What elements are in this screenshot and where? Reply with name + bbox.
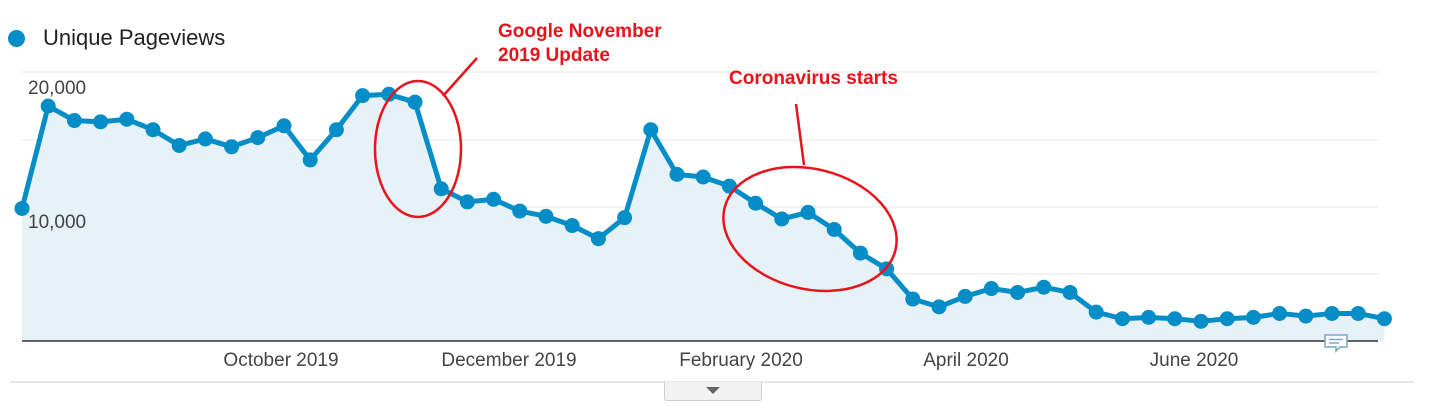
data-point	[538, 208, 554, 224]
data-point	[590, 231, 606, 247]
x-tick-label: April 2020	[923, 350, 1009, 371]
y-tick-label: 10,000	[28, 212, 87, 233]
data-point	[617, 210, 633, 226]
data-point	[800, 204, 816, 220]
annotation-circle	[373, 79, 463, 219]
data-point	[1245, 309, 1261, 325]
legend[interactable]: Unique Pageviews	[8, 22, 225, 54]
data-point	[407, 94, 423, 110]
legend-dot	[8, 29, 25, 47]
annotation-circle	[722, 165, 898, 293]
data-point	[852, 245, 868, 261]
data-point	[1062, 284, 1078, 300]
data-point	[197, 131, 213, 147]
data-point	[669, 166, 685, 182]
x-tick-label: December 2019	[441, 350, 577, 371]
data-point	[1324, 305, 1340, 321]
annotation-pointer	[442, 57, 478, 97]
annotation-line: Google November	[498, 21, 662, 42]
data-point	[1219, 311, 1235, 327]
annotation-coronavirus: Coronavirus starts	[729, 68, 898, 89]
data-point	[486, 191, 502, 207]
data-point	[1167, 311, 1183, 327]
data-point	[66, 113, 82, 129]
data-point	[328, 122, 344, 138]
x-tick-label: June 2020	[1149, 350, 1239, 371]
data-point	[957, 288, 973, 304]
data-point	[145, 122, 161, 138]
data-point	[302, 152, 318, 168]
data-point	[1141, 309, 1157, 325]
chart-expand-toggle[interactable]	[664, 382, 762, 401]
data-point	[1272, 305, 1288, 321]
data-point	[564, 218, 580, 234]
data-point	[1193, 313, 1209, 329]
data-point	[1036, 279, 1052, 295]
data-point	[276, 118, 292, 134]
chevron-down-icon	[706, 387, 720, 394]
data-point	[250, 130, 266, 146]
annotation-google-update: Google November 2019 Update	[498, 20, 662, 68]
data-point	[512, 203, 528, 219]
data-point	[931, 299, 947, 315]
data-point	[748, 195, 764, 211]
data-point	[119, 111, 135, 127]
data-point	[224, 139, 240, 155]
y-tick-label: 20,000	[28, 78, 87, 99]
data-point	[905, 291, 921, 307]
data-point	[643, 122, 659, 138]
annotation-pointer	[794, 103, 806, 166]
comment-icon[interactable]	[1322, 333, 1350, 353]
x-tick-label: October 2019	[223, 350, 339, 371]
data-point	[1350, 305, 1366, 321]
data-point	[1010, 284, 1026, 300]
legend-label: Unique Pageviews	[43, 25, 226, 50]
data-point	[1376, 311, 1392, 327]
annotation-line: 2019 Update	[498, 45, 610, 66]
data-point	[1298, 308, 1314, 324]
data-point	[774, 211, 790, 227]
data-point	[1088, 304, 1104, 320]
data-point	[695, 169, 711, 185]
data-point	[381, 86, 397, 102]
data-point	[355, 88, 371, 104]
data-point	[171, 137, 187, 153]
data-point	[433, 181, 449, 197]
series-area	[22, 94, 1385, 342]
data-point	[40, 98, 56, 114]
data-point	[1114, 311, 1130, 327]
data-point	[93, 114, 109, 130]
x-tick-label: February 2020	[679, 350, 803, 371]
data-point	[826, 221, 842, 237]
data-point	[983, 281, 999, 297]
data-point	[14, 200, 30, 216]
data-point	[721, 178, 737, 194]
data-point	[459, 194, 475, 210]
